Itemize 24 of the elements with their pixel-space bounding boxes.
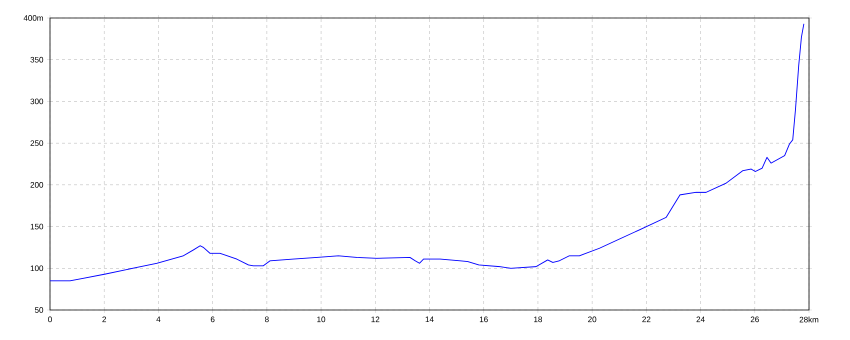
y-tick-label: 200 [30, 182, 44, 188]
x-tick-label: 28km [800, 316, 818, 322]
x-tick-label: 16 [480, 316, 488, 322]
x-tick-label: 10 [317, 316, 326, 322]
y-tick-label: 250 [30, 140, 44, 146]
x-tick-label: 26 [750, 316, 759, 322]
x-tick-label: 12 [371, 316, 380, 322]
x-tick-label: 6 [210, 316, 215, 322]
x-tick-label: 0 [48, 316, 52, 322]
y-tick-label: 400m [24, 15, 43, 21]
x-tick-label: 4 [156, 316, 160, 322]
x-tick-label: 2 [102, 316, 106, 322]
line-series [50, 23, 804, 282]
x-tick-label: 24 [696, 316, 705, 322]
y-tick-label: 350 [30, 56, 44, 63]
x-tick-label: 20 [588, 316, 596, 322]
x-tick-label: 22 [642, 316, 650, 322]
x-tick-label: 18 [534, 316, 542, 322]
y-tick-label: 300 [30, 98, 44, 104]
y-tick-label: 150 [30, 224, 44, 230]
y-tick-label: 50 [34, 307, 44, 313]
y-tick-label: 100 [30, 265, 44, 272]
x-tick-label: 8 [264, 316, 269, 322]
x-tick-label: 14 [426, 316, 434, 322]
